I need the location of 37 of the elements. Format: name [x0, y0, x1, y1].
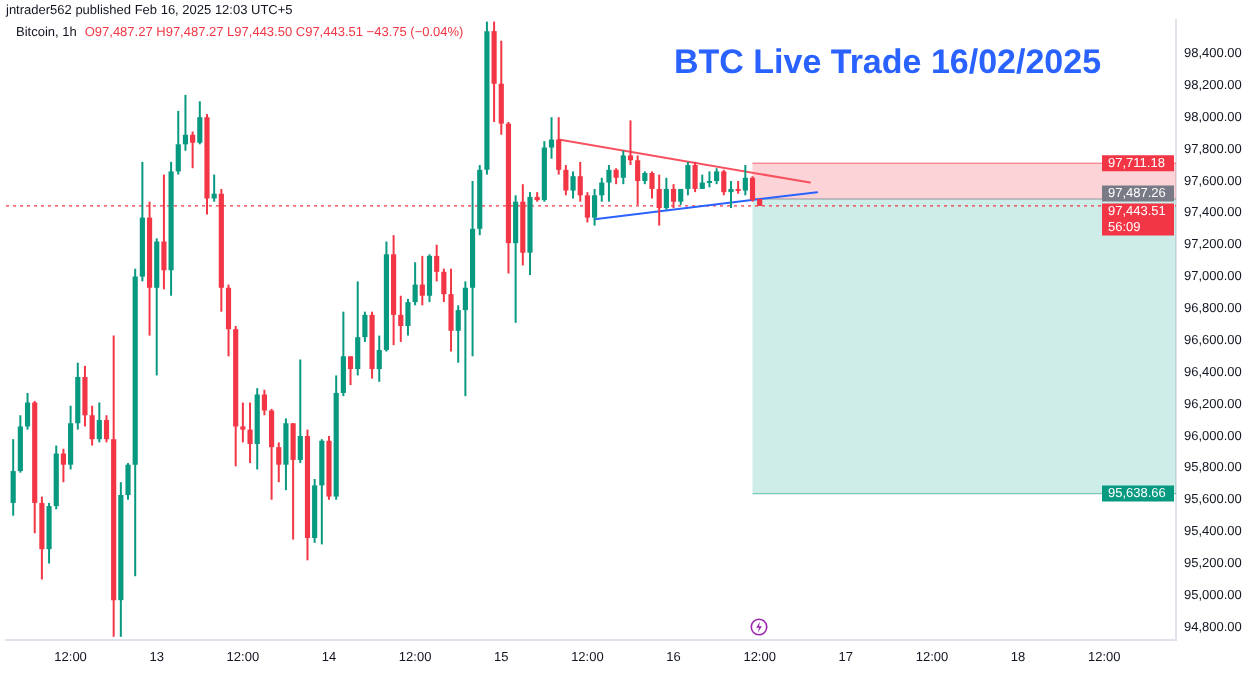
candlestick: [154, 237, 160, 377]
candlestick: [426, 253, 433, 304]
candlestick: [592, 187, 598, 227]
candlestick: [297, 358, 303, 465]
candlestick: [570, 170, 576, 200]
candlestick: [742, 164, 748, 197]
candlestick: [663, 176, 669, 211]
candlestick: [355, 280, 361, 377]
candlestick: [96, 401, 102, 444]
candlestick: [269, 407, 275, 501]
candlestick: [685, 160, 691, 197]
candlestick: [749, 175, 756, 203]
candlestick: [728, 179, 734, 210]
candlestick: [261, 388, 267, 417]
candlestick: [721, 168, 727, 197]
candlestick: [247, 401, 253, 465]
candlestick: [548, 116, 555, 160]
candlestick: [606, 164, 612, 203]
candlestick: [448, 267, 454, 353]
candlestick: [290, 422, 296, 541]
text: BTC Live Trade 16/02/2025: [673, 43, 1102, 82]
candlestick: [197, 100, 203, 146]
candlestick: [24, 391, 31, 431]
candlestick: [620, 149, 626, 186]
candlestick: [283, 417, 289, 492]
candlestick: [319, 438, 325, 546]
candlestick: [190, 130, 196, 170]
candlestick: [347, 355, 354, 386]
candlestick: [462, 280, 468, 398]
candlestick: [103, 414, 110, 444]
candlestick: [60, 447, 67, 484]
candlestick: [513, 194, 519, 324]
candlestick: [692, 160, 698, 194]
candlestick: [211, 173, 217, 203]
candlestick: [419, 254, 425, 307]
candlestick: [656, 173, 662, 227]
candlestick: [627, 119, 634, 167]
